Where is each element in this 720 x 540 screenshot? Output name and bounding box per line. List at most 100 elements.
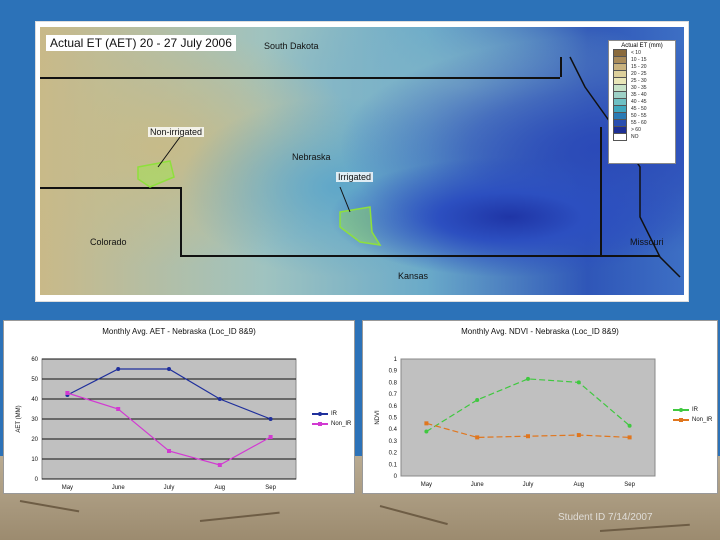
y-tick-label: 1 xyxy=(394,357,398,363)
y-tick-label: 10 xyxy=(31,457,38,463)
legend-label: Non_IR xyxy=(331,421,352,427)
label-irrigated: Irrigated xyxy=(336,172,374,182)
aet-chart-legend: IR Non_IR xyxy=(312,409,351,429)
map-title: Actual ET (AET) 20 - 27 July 2006 xyxy=(46,35,236,51)
y-tick-label: 40 xyxy=(31,397,38,403)
data-point xyxy=(217,397,222,401)
label-nebraska: Nebraska xyxy=(292,152,331,162)
legend-label: 30 - 35 xyxy=(631,84,647,91)
data-point xyxy=(268,435,273,439)
legend-marker xyxy=(673,407,689,413)
x-tick-label: July xyxy=(164,485,175,491)
series-line-ir xyxy=(426,378,630,433)
watermark-text: Student ID 7/14/2007 xyxy=(558,512,653,523)
legend-label: 20 - 25 xyxy=(631,70,647,77)
y-tick-label: 0.6 xyxy=(389,404,398,410)
x-tick-label: May xyxy=(62,485,73,491)
ndvi-chart-plot: 0 0.1 0.2 0.3 0.4 0.5 0.6 0.7 0.8 0.9 1 May June July… xyxy=(375,357,656,488)
y-tick-label: 30 xyxy=(31,417,38,423)
legend-label: > 60 xyxy=(631,126,641,133)
y-tick-label: 0 xyxy=(35,477,39,483)
plot-area xyxy=(400,358,656,477)
data-point xyxy=(627,435,632,440)
data-point xyxy=(627,423,632,428)
label-kansas: Kansas xyxy=(398,271,429,281)
legend-swatch xyxy=(613,132,627,141)
aet-legend: Actual ET (mm) < 10 10 - 15 15 - 20 20 - 25… xyxy=(608,40,676,164)
legend-label: IR xyxy=(331,411,337,417)
chart-title: Monthly Avg. AET - Nebraska (Loc_ID 8&9) xyxy=(102,327,256,336)
y-tick-label: 0.7 xyxy=(389,392,398,398)
y-tick-label: 0.4 xyxy=(389,427,398,433)
aet-map-panel: Actual ET (AET) 20 - 27 July 2006 South … xyxy=(35,21,689,302)
y-tick-label: 60 xyxy=(31,357,38,363)
aet-chart-plot: 0102030405060MayJuneJulyAugSepMonthAET (… xyxy=(16,357,297,491)
non-irrigated-area xyxy=(137,160,175,188)
x-tick-label: Sep xyxy=(265,485,276,491)
y-tick-label: 0.8 xyxy=(389,380,398,386)
legend-label: 40 - 45 xyxy=(631,98,647,105)
legend-marker xyxy=(312,411,328,417)
legend-label: 15 - 20 xyxy=(631,63,647,70)
data-point xyxy=(167,367,171,371)
data-point xyxy=(424,421,429,426)
y-tick-label: 50 xyxy=(31,377,38,383)
irrigated-area xyxy=(339,206,382,246)
y-axis-label: AET (MM) xyxy=(16,405,22,432)
chart-title: Monthly Avg. NDVI - Nebraska (Loc_ID 8&9… xyxy=(461,327,619,336)
x-tick-label: Aug xyxy=(573,482,584,488)
x-tick-label: May xyxy=(421,482,432,488)
non-irrigated-pointer xyxy=(157,136,181,168)
data-point xyxy=(167,449,171,453)
legend-label: 10 - 15 xyxy=(631,56,647,63)
y-tick-label: 0.2 xyxy=(389,451,398,457)
legend-item: Non_IR xyxy=(673,415,712,425)
ndvi-chart-legend: IR Non_IR xyxy=(673,405,712,425)
x-tick-label: Sep xyxy=(624,482,635,488)
state-border xyxy=(40,187,180,189)
aet-chart-panel: Monthly Avg. AET - Nebraska (Loc_ID 8&9)… xyxy=(3,320,355,494)
x-tick-label: June xyxy=(112,485,126,491)
data-point xyxy=(526,434,530,439)
label-colorado: Colorado xyxy=(90,237,127,247)
x-tick-label: June xyxy=(471,482,485,488)
aet-map-image: Actual ET (AET) 20 - 27 July 2006 South … xyxy=(40,27,684,295)
legend-label: < 10 xyxy=(631,49,641,56)
legend-label: 50 - 55 xyxy=(631,112,647,119)
legend-marker xyxy=(312,421,328,427)
legend-label: IR xyxy=(692,407,698,413)
y-tick-label: 0.9 xyxy=(389,369,398,375)
label-south-dakota: South Dakota xyxy=(264,41,319,51)
y-tick-label: 0.3 xyxy=(389,439,398,445)
legend-label: Non_IR xyxy=(692,417,713,423)
legend-label: 55 - 60 xyxy=(631,119,647,126)
data-point xyxy=(116,407,121,411)
legend-items: < 10 10 - 15 15 - 20 20 - 25 25 - 30 30 - 35 3… xyxy=(609,48,675,141)
data-point xyxy=(526,376,530,381)
data-point xyxy=(268,417,273,421)
legend-marker xyxy=(673,417,689,423)
data-point xyxy=(475,397,480,402)
label-non-irrigated: Non-irrigated xyxy=(148,127,205,137)
legend-label: NO xyxy=(631,133,639,140)
legend-item: NO xyxy=(613,132,675,141)
data-point xyxy=(217,463,222,467)
legend-item: IR xyxy=(312,409,351,419)
legend-label: 25 - 30 xyxy=(631,77,647,84)
state-border xyxy=(560,57,562,77)
y-tick-label: 0.1 xyxy=(389,462,398,468)
data-point xyxy=(424,429,429,434)
map-overlay xyxy=(137,56,681,278)
data-point xyxy=(576,380,581,385)
state-border xyxy=(180,187,182,255)
y-tick-label: 20 xyxy=(31,437,38,443)
state-border xyxy=(600,127,602,257)
x-tick-label: July xyxy=(523,482,534,488)
legend-label: 45 - 50 xyxy=(631,105,647,112)
data-point xyxy=(116,367,121,371)
y-axis-label: NDVI xyxy=(375,410,381,425)
data-point xyxy=(65,391,70,395)
legend-item: IR xyxy=(673,405,712,415)
legend-label: 35 - 40 xyxy=(631,91,647,98)
x-tick-label: Aug xyxy=(214,485,225,491)
